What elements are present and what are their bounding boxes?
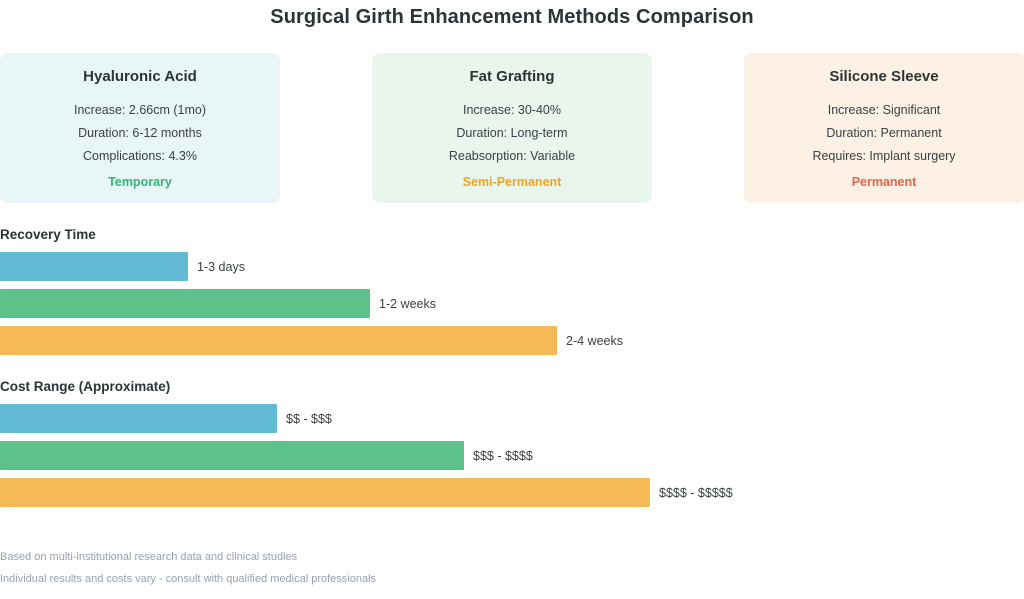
footer-note-disclaimer: Individual results and costs vary - cons… (0, 573, 377, 585)
method-card-detail: Reabsorption: Variable (448, 149, 576, 163)
bar-row: 1-2 weeks (0, 289, 1024, 318)
bar-cost-fat-grafting (0, 441, 464, 470)
method-card-title: Silicone Sleeve (829, 68, 939, 85)
footer: Based on multi-institutional research da… (0, 546, 1024, 590)
chart-title: Recovery Time (0, 227, 96, 242)
bar-row: $$$$ - $$$$$ (0, 478, 1024, 507)
bar-value-label: 1-3 days (197, 259, 245, 274)
status-badge: Temporary (108, 175, 172, 189)
footer-note-source: Based on multi-institutional research da… (0, 551, 298, 563)
bar-row: 1-3 days (0, 252, 1024, 281)
method-card-detail: Requires: Implant surgery (812, 149, 956, 163)
bar-value-label: $$$ - $$$$ (473, 448, 533, 463)
method-card-detail: Duration: 6-12 months (78, 126, 202, 140)
bar-value-label: 2-4 weeks (566, 333, 623, 348)
bar-cost-hyaluronic-acid (0, 404, 277, 433)
method-card-detail: Increase: 30-40% (463, 103, 561, 117)
bar-row: $$ - $$$ (0, 404, 1024, 433)
bar-value-label: $$$$ - $$$$$ (659, 485, 733, 500)
bar-row: $$$ - $$$$ (0, 441, 1024, 470)
method-card-detail: Increase: Significant (827, 103, 941, 117)
method-cards-row: Hyaluronic Acid Increase: 2.66cm (1mo) D… (0, 53, 1024, 203)
status-badge: Permanent (851, 175, 917, 189)
bar-row: 2-4 weeks (0, 326, 1024, 355)
method-card-detail: Increase: 2.66cm (1mo) (74, 103, 206, 117)
bar-recovery-hyaluronic-acid (0, 252, 188, 281)
chart-title: Cost Range (Approximate) (0, 379, 171, 394)
method-card-title: Fat Grafting (469, 68, 555, 85)
method-card-detail: Duration: Permanent (826, 126, 942, 140)
method-card-detail: Duration: Long-term (456, 126, 568, 140)
bar-value-label: 1-2 weeks (379, 296, 436, 311)
status-badge: Semi-Permanent (462, 175, 562, 189)
recovery-time-chart: Recovery Time 1-3 days 1-2 weeks 2-4 wee… (0, 227, 1024, 355)
page-title: Surgical Girth Enhancement Methods Compa… (270, 6, 754, 28)
bar-recovery-fat-grafting (0, 289, 370, 318)
method-card-hyaluronic-acid: Hyaluronic Acid Increase: 2.66cm (1mo) D… (0, 53, 280, 203)
bar-cost-silicone-sleeve (0, 478, 650, 507)
method-card-silicone-sleeve: Silicone Sleeve Increase: Significant Du… (744, 53, 1024, 203)
method-card-title: Hyaluronic Acid (83, 68, 197, 85)
method-card-fat-grafting: Fat Grafting Increase: 30-40% Duration: … (372, 53, 652, 203)
bar-recovery-silicone-sleeve (0, 326, 557, 355)
cost-range-chart: Cost Range (Approximate) $$ - $$$ $$$ - … (0, 379, 1024, 507)
bar-value-label: $$ - $$$ (286, 411, 332, 426)
method-card-detail: Complications: 4.3% (83, 149, 197, 163)
